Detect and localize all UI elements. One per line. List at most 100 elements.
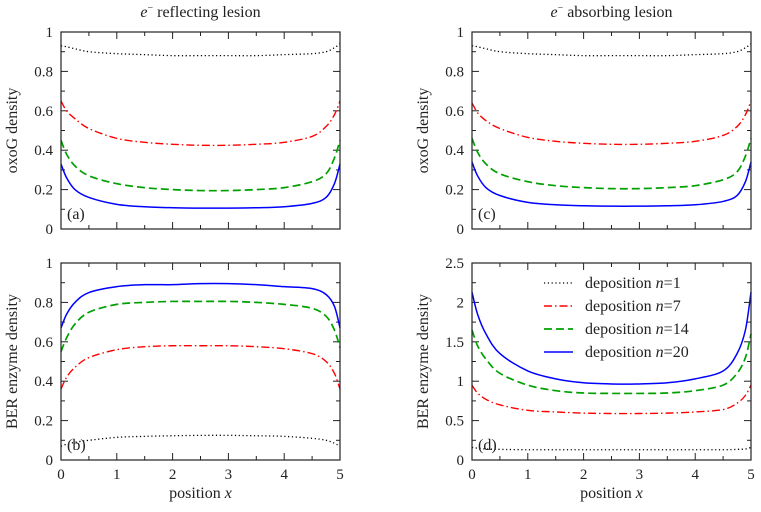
y-tick-label: 0.6	[445, 104, 464, 120]
legend-label: deposition n=20	[585, 344, 689, 361]
series-line-n14	[471, 329, 752, 395]
y-tick-label: 1	[457, 374, 465, 390]
title-text: absorbing lesion	[563, 4, 672, 21]
legend-suffix: =1	[664, 275, 681, 292]
panel-label: (c)	[478, 206, 496, 223]
legend-prefix: deposition	[585, 298, 656, 315]
y-tick-label: 0.8	[34, 295, 53, 311]
series-line-n20	[60, 163, 341, 209]
y-tick-label: 0.2	[34, 414, 53, 430]
panel-d: 0 1 2 3 4 5 0 0.5 1 1.5 2 2.5 (d) BER enzyme density p…	[415, 256, 755, 502]
y-tick-label: 0	[457, 222, 465, 238]
y-tick-label: 0.6	[34, 335, 53, 351]
x-axis-label-word: position	[169, 485, 225, 502]
x-tick-label: 2	[580, 467, 588, 483]
panel-b: 0 1 2 3 4 5 0 0.2 0.4 0.6 0.8 1 (b) BER enzyme densit…	[4, 256, 344, 502]
x-tick-label: 4	[691, 467, 699, 483]
panel-a: 0 0.2 0.4 0.6 0.8 1 (a) oxoG density e− reflecti…	[4, 3, 341, 238]
x-tick-label: 3	[225, 467, 233, 483]
plot-frame	[471, 31, 752, 230]
series-line-n1	[60, 434, 341, 447]
panel-c: 0 0.2 0.4 0.6 0.8 1 (c) oxoG density e− absorbin…	[415, 3, 752, 238]
series-line-n7	[471, 384, 752, 415]
title-text: reflecting lesion	[153, 4, 261, 21]
legend-item-n20: deposition n=20	[544, 344, 689, 361]
legend-label: deposition n=14	[585, 321, 689, 338]
series-line-n14	[471, 138, 752, 190]
legend-suffix: =20	[664, 344, 689, 361]
y-tick-label: 1	[46, 256, 54, 272]
series-line-n7	[471, 100, 752, 146]
y-tick-label: 0	[46, 222, 54, 238]
series-line-n20	[471, 161, 752, 207]
y-tick-label: 1	[46, 25, 54, 41]
y-tick-label: 0.5	[445, 414, 464, 430]
legend-suffix: =14	[664, 321, 689, 338]
x-axis-label-word: position	[580, 485, 636, 502]
title-superscript: −	[147, 3, 153, 14]
series-line-n1	[60, 43, 341, 57]
y-tick-label: 1	[457, 25, 465, 41]
x-tick-label: 1	[524, 467, 532, 483]
x-axis-label: position x	[580, 485, 643, 502]
legend-item-n1: deposition n=1	[544, 275, 681, 292]
x-tick-label: 4	[280, 467, 288, 483]
x-tick-label: 1	[113, 467, 121, 483]
legend-suffix: =7	[664, 298, 681, 315]
panel-label: (a)	[67, 206, 85, 223]
title-e: e	[140, 4, 147, 21]
series-line-n14	[60, 300, 341, 352]
x-tick-label: 5	[747, 467, 755, 483]
plot-frame	[60, 31, 341, 230]
y-tick-label: 0.4	[34, 143, 53, 159]
y-tick-label: 0.6	[34, 104, 53, 120]
y-tick-label: 0.8	[34, 64, 53, 80]
y-tick-label: 0.8	[445, 64, 464, 80]
y-tick-label: 2	[457, 295, 465, 311]
plot-frame	[60, 262, 341, 461]
x-tick-label: 5	[336, 467, 344, 483]
title-superscript: −	[558, 3, 564, 14]
y-axis-label: BER enzyme density	[4, 294, 21, 429]
legend-n: n	[656, 275, 664, 292]
x-axis-label: position x	[169, 485, 232, 502]
y-axis-label: oxoG density	[4, 88, 21, 174]
series-line-n20	[471, 291, 752, 385]
y-tick-label: 2.5	[445, 256, 464, 272]
x-tick-label: 3	[636, 467, 644, 483]
y-axis-label: oxoG density	[415, 88, 432, 174]
y-tick-label: 0.4	[445, 143, 464, 159]
x-tick-label: 2	[169, 467, 177, 483]
legend-n: n	[656, 344, 664, 361]
title-e: e	[550, 4, 557, 21]
legend-label: deposition n=1	[585, 275, 681, 292]
series-line-n1	[471, 446, 752, 451]
series-line-n7	[60, 344, 341, 390]
x-tick-label: 0	[468, 467, 476, 483]
y-tick-label: 0.4	[34, 374, 53, 390]
y-tick-label: 1.5	[445, 335, 464, 351]
series-line-n14	[60, 140, 341, 192]
y-axis-label: BER enzyme density	[415, 294, 432, 429]
legend-n: n	[656, 298, 664, 315]
y-tick-label: 0	[46, 453, 54, 469]
panel-title: e− absorbing lesion	[550, 3, 672, 21]
x-tick-label: 0	[57, 467, 65, 483]
series-line-n1	[471, 43, 752, 57]
panel-title: e− reflecting lesion	[140, 3, 260, 21]
y-tick-label: 0	[457, 453, 465, 469]
legend-prefix: deposition	[585, 321, 656, 338]
y-tick-label: 0.2	[34, 183, 53, 199]
legend-label: deposition n=7	[585, 298, 681, 315]
legend-item-n7: deposition n=7	[544, 298, 681, 315]
legend-n: n	[656, 321, 664, 338]
panel-label: (d)	[478, 437, 497, 454]
y-tick-label: 0.2	[445, 183, 464, 199]
x-axis-label-var: x	[224, 485, 232, 502]
plot-frame	[471, 262, 752, 461]
legend-item-n14: deposition n=14	[544, 321, 689, 338]
legend-prefix: deposition	[585, 275, 656, 292]
legend-prefix: deposition	[585, 344, 656, 361]
